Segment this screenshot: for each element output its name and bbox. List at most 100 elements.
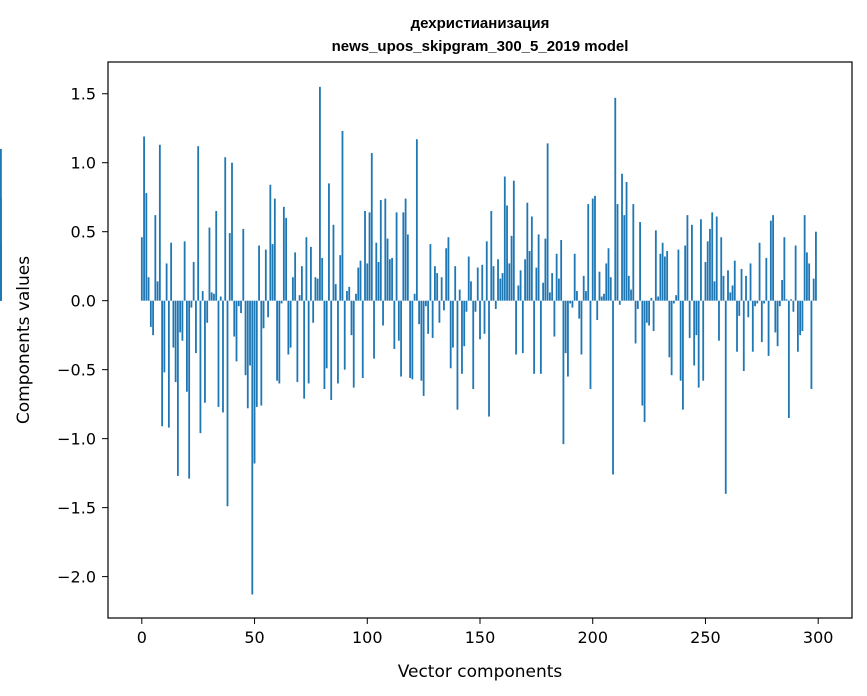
- bar: [670, 300, 673, 376]
- bar: [195, 300, 197, 354]
- bar: [718, 300, 720, 341]
- bar: [145, 193, 148, 301]
- bar: [749, 263, 752, 301]
- bar: [461, 300, 463, 374]
- bar: [812, 278, 815, 301]
- bar: [803, 215, 806, 301]
- bar: [785, 299, 788, 301]
- y-tick-label: −0.5: [57, 361, 96, 380]
- bar: [406, 234, 409, 301]
- bar: [787, 300, 790, 418]
- bar: [294, 252, 297, 301]
- bar: [641, 300, 644, 406]
- bar: [731, 285, 734, 301]
- bar: [738, 300, 741, 316]
- bar: [508, 263, 511, 301]
- bar: [323, 300, 326, 389]
- bar: [612, 300, 614, 475]
- bar: [630, 289, 632, 301]
- bar: [546, 143, 549, 301]
- bar: [652, 300, 655, 332]
- bar: [431, 300, 434, 338]
- bar: [402, 212, 405, 301]
- bar: [350, 300, 353, 336]
- bar: [307, 300, 310, 384]
- bar: [521, 300, 524, 354]
- bar: [582, 275, 585, 301]
- y-tick-label: −2.0: [57, 568, 96, 587]
- bar: [355, 293, 357, 301]
- bar: [654, 230, 657, 301]
- bar: [600, 296, 603, 301]
- bar: [551, 273, 554, 301]
- bar: [258, 245, 260, 301]
- bar: [321, 257, 324, 301]
- bar: [204, 300, 206, 403]
- bar: [314, 277, 317, 301]
- bar: [621, 173, 623, 301]
- bar: [427, 300, 430, 334]
- bar: [675, 295, 678, 301]
- bar: [519, 270, 522, 301]
- bar: [526, 202, 529, 301]
- bar: [528, 251, 531, 301]
- bar: [794, 245, 797, 301]
- bar: [576, 291, 578, 301]
- bar: [488, 300, 490, 417]
- bar: [348, 286, 351, 301]
- bar: [167, 300, 170, 428]
- bar: [291, 277, 294, 301]
- bar: [792, 300, 795, 312]
- bar: [246, 300, 249, 409]
- bar: [596, 300, 599, 320]
- bar: [264, 249, 267, 301]
- bar: [199, 300, 202, 434]
- bar: [156, 281, 159, 301]
- y-tick-label: 0.5: [71, 223, 96, 242]
- bar: [271, 244, 274, 301]
- bar: [262, 300, 265, 329]
- bar: [215, 211, 218, 301]
- bar: [395, 212, 398, 301]
- bar: [603, 293, 605, 301]
- bar-series: [0, 86, 817, 595]
- bar: [677, 249, 680, 301]
- bar: [176, 300, 179, 476]
- x-axis-label: Vector components: [398, 662, 563, 682]
- bar: [429, 244, 432, 301]
- bar: [512, 180, 515, 301]
- bar: [463, 300, 466, 347]
- bar: [682, 300, 684, 410]
- y-tick-label: −1.0: [57, 430, 96, 449]
- bar: [319, 86, 321, 301]
- bar: [727, 270, 729, 301]
- bar: [778, 300, 781, 307]
- bar: [436, 273, 439, 301]
- bar: [226, 300, 229, 507]
- bar: [445, 248, 448, 301]
- bar: [776, 300, 779, 347]
- bar: [278, 300, 281, 384]
- bar: [494, 300, 497, 309]
- bar: [163, 300, 166, 373]
- bar: [409, 300, 412, 378]
- bar: [364, 211, 366, 301]
- bar: [548, 292, 551, 301]
- bar: [332, 224, 335, 301]
- bar: [713, 281, 716, 301]
- bar: [693, 300, 696, 366]
- bar: [736, 300, 738, 352]
- bar: [706, 241, 709, 301]
- bar: [244, 300, 247, 376]
- bar: [530, 216, 533, 301]
- bar: [790, 299, 793, 301]
- bar: [219, 296, 222, 301]
- bar: [643, 300, 646, 423]
- bar: [181, 300, 184, 341]
- bar: [625, 182, 628, 301]
- bar: [325, 300, 328, 369]
- bar: [558, 278, 560, 301]
- bar: [346, 291, 348, 301]
- bar: [632, 204, 635, 301]
- bar: [280, 300, 283, 304]
